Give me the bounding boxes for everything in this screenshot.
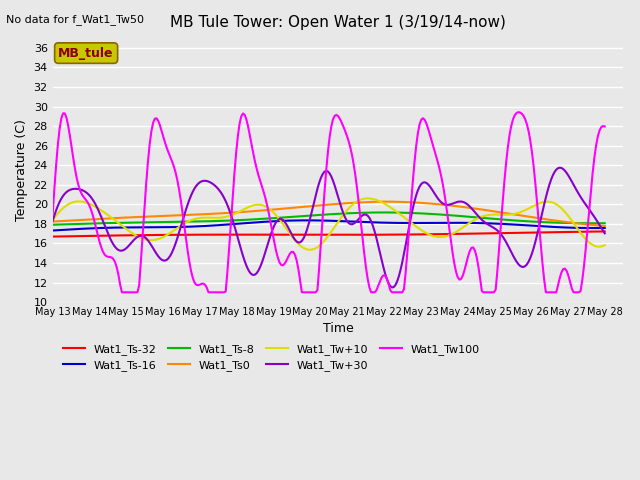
Wat1_Ts-8 (504, 217, 511, 223)
Wat1_Tw+10 (537, 200, 545, 205)
Wat1_Tw+10 (307, 247, 314, 252)
Wat1_Ts0 (504, 211, 511, 216)
Line: Wat1_Ts-32: Wat1_Ts-32 (52, 231, 605, 237)
Wat1_Tw+30 (447, 202, 454, 207)
Wat1_Ts-8 (447, 212, 454, 218)
Wat1_Ts0 (49, 219, 56, 225)
Wat1_Tw+30 (440, 201, 447, 207)
Line: Wat1_Tw+30: Wat1_Tw+30 (52, 168, 605, 288)
Line: Wat1_Ts-8: Wat1_Ts-8 (52, 213, 605, 225)
Wat1_Ts0 (381, 199, 388, 204)
Wat1_Ts0 (334, 201, 342, 207)
Wat1_Tw100 (130, 289, 138, 295)
Line: Wat1_Tw100: Wat1_Tw100 (52, 112, 605, 292)
Wat1_Ts-16 (49, 228, 56, 233)
Wat1_Tw+30 (49, 218, 56, 224)
Wat1_Ts-8 (49, 222, 56, 228)
X-axis label: Time: Time (323, 323, 353, 336)
Text: MB_tule: MB_tule (58, 47, 114, 60)
Wat1_Tw+10 (49, 217, 56, 223)
Wat1_Ts-8 (129, 220, 136, 226)
Wat1_Tw+30 (388, 285, 396, 290)
Wat1_Ts0 (447, 203, 454, 208)
Legend: Wat1_Ts-32, Wat1_Ts-16, Wat1_Ts-8, Wat1_Ts0, Wat1_Tw+10, Wat1_Tw+30, Wat1_Tw100: Wat1_Ts-32, Wat1_Ts-16, Wat1_Ts-8, Wat1_… (58, 339, 484, 376)
Wat1_Tw+30 (504, 242, 511, 248)
Wat1_Tw+30 (556, 165, 564, 170)
Wat1_Ts-8 (334, 211, 342, 216)
Wat1_Ts-32 (502, 230, 510, 236)
Wat1_Tw+10 (364, 195, 371, 201)
Wat1_Ts-16 (447, 220, 454, 226)
Wat1_Ts-16 (535, 223, 543, 229)
Wat1_Tw+10 (129, 230, 136, 236)
Line: Wat1_Ts-16: Wat1_Ts-16 (52, 220, 605, 230)
Wat1_Tw+10 (449, 231, 456, 237)
Wat1_Ts-8 (535, 219, 543, 225)
Wat1_Tw100 (118, 289, 125, 295)
Wat1_Ts0 (535, 216, 543, 221)
Wat1_Ts-8 (440, 212, 447, 217)
Wat1_Tw100 (601, 124, 609, 130)
Wat1_Ts-8 (380, 210, 387, 216)
Wat1_Tw+10 (506, 212, 513, 217)
Wat1_Tw100 (447, 236, 454, 242)
Wat1_Tw+30 (129, 239, 136, 245)
Wat1_Tw+10 (442, 234, 449, 240)
Line: Wat1_Tw+10: Wat1_Tw+10 (52, 198, 605, 250)
Text: No data for f_Wat1_Tw50: No data for f_Wat1_Tw50 (6, 13, 145, 24)
Wat1_Ts-32 (445, 231, 453, 237)
Wat1_Tw+30 (334, 194, 342, 200)
Wat1_Tw+10 (336, 216, 344, 222)
Wat1_Ts-16 (440, 220, 447, 226)
Wat1_Tw100 (515, 109, 522, 115)
Wat1_Ts0 (440, 202, 447, 208)
Wat1_Ts-16 (129, 225, 136, 230)
Wat1_Ts-32 (601, 228, 609, 234)
Wat1_Ts-32 (533, 229, 541, 235)
Wat1_Tw+10 (601, 242, 609, 248)
Wat1_Tw100 (504, 144, 511, 150)
Y-axis label: Temperature (C): Temperature (C) (15, 119, 28, 221)
Wat1_Ts-16 (504, 221, 511, 227)
Wat1_Ts-16 (336, 218, 344, 224)
Wat1_Tw100 (49, 211, 56, 217)
Wat1_Ts-32 (129, 232, 136, 238)
Wat1_Tw100 (440, 187, 447, 193)
Wat1_Ts-16 (303, 217, 311, 223)
Wat1_Ts-32 (334, 232, 342, 238)
Wat1_Ts0 (129, 215, 136, 220)
Title: MB Tule Tower: Open Water 1 (3/19/14-now): MB Tule Tower: Open Water 1 (3/19/14-now… (170, 15, 506, 30)
Wat1_Tw+30 (535, 224, 543, 230)
Wat1_Ts-16 (601, 225, 609, 231)
Wat1_Tw100 (537, 241, 545, 247)
Wat1_Ts-8 (601, 220, 609, 226)
Line: Wat1_Ts0: Wat1_Ts0 (52, 202, 605, 226)
Wat1_Tw100 (336, 116, 344, 122)
Wat1_Ts-32 (49, 234, 56, 240)
Wat1_Ts-32 (438, 231, 446, 237)
Wat1_Tw+30 (601, 230, 609, 236)
Wat1_Ts0 (601, 223, 609, 229)
